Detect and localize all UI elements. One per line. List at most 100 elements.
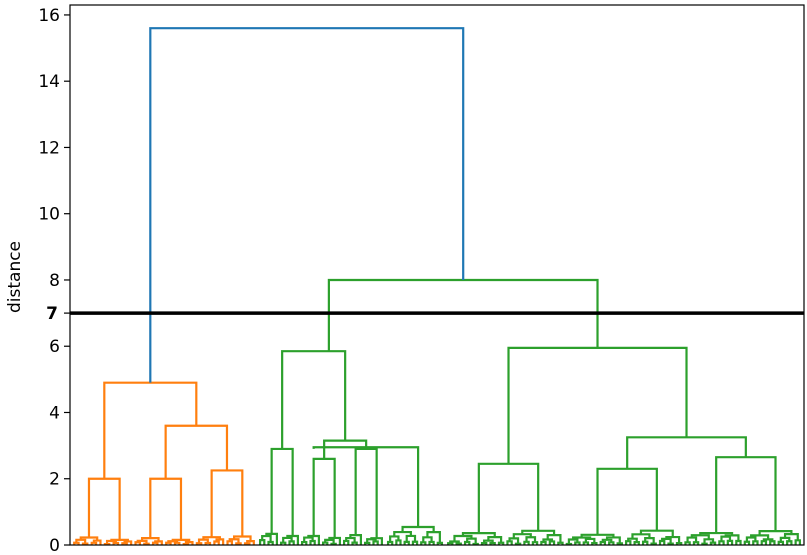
dendrogram-link [436,541,444,545]
dendrogram-link [709,541,717,545]
y-tick-label: 6 [49,337,60,357]
dendrogram-link [389,535,400,543]
dendrogram-link [210,469,244,538]
dendrogram-link [343,539,350,545]
dendrogram-link [202,536,221,540]
dendrogram-link [447,542,454,545]
dendrogram-link [477,462,540,534]
dendrogram-link [171,538,191,543]
dendrogram-link [372,540,379,545]
y-tick-label: 14 [38,72,60,92]
dendrogram-link [557,541,564,545]
dendrogram-link [726,539,734,545]
dendrogram-link [75,538,87,544]
dendrogram-link [204,541,212,545]
dendrogram-link [745,536,757,542]
dendrogram-link [228,538,240,544]
dendrogram-link [531,541,539,545]
dendrogram-link [312,446,420,527]
dendrogram-link [79,536,99,541]
dendrogram-link [282,536,293,543]
dendrogram-link [601,538,613,543]
dendrogram-link [540,540,547,545]
dendrogram-link [463,540,471,545]
dendrogram-link [110,538,129,542]
dendrogram-link [692,541,700,545]
dendrogram-link [548,540,556,545]
dendrogram-link [489,542,496,545]
dendrogram-links [73,27,801,546]
dendrogram-link [735,539,742,545]
dendrogram-link [750,534,770,540]
dendrogram-link [779,536,791,542]
dendrogram-link [354,447,378,539]
dendrogram-link [165,541,172,545]
y-tick-label: 8 [49,271,60,291]
dendrogram-link [259,539,266,545]
dendrogram-link [596,467,658,535]
y-tick-label: 10 [38,205,60,225]
dendrogram-link [650,542,657,545]
dendrogram-link [769,540,776,545]
dendrogram-link [546,533,562,543]
dendrogram-link [226,540,234,545]
dendrogram-link [327,278,599,352]
dendrogram-link [506,540,513,545]
dendrogram-link [173,541,181,545]
dendrogram-link [426,531,441,543]
y-tick-label: 12 [38,138,60,158]
y-tick-label: 0 [49,536,60,555]
dendrogram-link [395,539,402,545]
y-axis-ticks: 0 2 4 6 8 10 12 14 16 [38,6,70,555]
dendrogram-link [103,381,198,479]
dendrogram-link [762,538,774,542]
dendrogram-link [405,534,417,542]
dendrogram-link [393,530,412,537]
dendrogram-link [718,540,725,545]
dendrogram-link [523,540,530,545]
dendrogram-link [667,542,674,545]
cut-threshold: 7 [46,304,804,324]
dendrogram-link [121,542,128,545]
dendrogram-link [599,540,607,545]
y-tick-label: 4 [49,403,60,423]
dendrogram-link [197,538,209,544]
dendrogram-link [123,540,133,545]
dendrogram-link [703,538,715,544]
dendrogram-link [542,538,554,542]
dendrogram-link [235,542,242,545]
dendrogram-link [420,541,427,545]
dendrogram-link [149,477,183,540]
y-axis-label: distance [5,241,25,313]
dendrogram-link [303,536,314,543]
dendrogram-link [580,533,615,538]
dendrogram-link [265,532,278,545]
dendrogram-link [411,540,419,545]
dendrogram-link [699,531,734,536]
dendrogram-link [87,477,121,540]
dendrogram-link [715,456,777,534]
dendrogram-link [195,542,203,545]
y-tick-label: 16 [38,6,60,26]
dendrogram-link [794,539,801,545]
dendrogram-link [154,540,163,545]
dendrogram-link [449,540,460,544]
cut-line-label: 7 [46,304,58,324]
dendrogram-link [280,541,287,545]
y-tick-label: 2 [49,470,60,490]
dendrogram-link [507,346,688,464]
dendrogram-link [270,447,294,536]
dendrogram-link [665,535,681,544]
dendrogram-link [483,539,494,544]
dendrogram-link [497,541,505,545]
dendrogram-link [307,534,320,545]
dendrogram-link [608,541,615,545]
dendrogram-link [658,539,666,545]
dendrogram-link [349,534,362,545]
dendrogram-link [90,541,98,545]
dendrogram-link [309,539,316,545]
dendrogram-link [720,535,732,542]
dendrogram-link [466,537,477,544]
dendrogram-link [591,541,598,545]
